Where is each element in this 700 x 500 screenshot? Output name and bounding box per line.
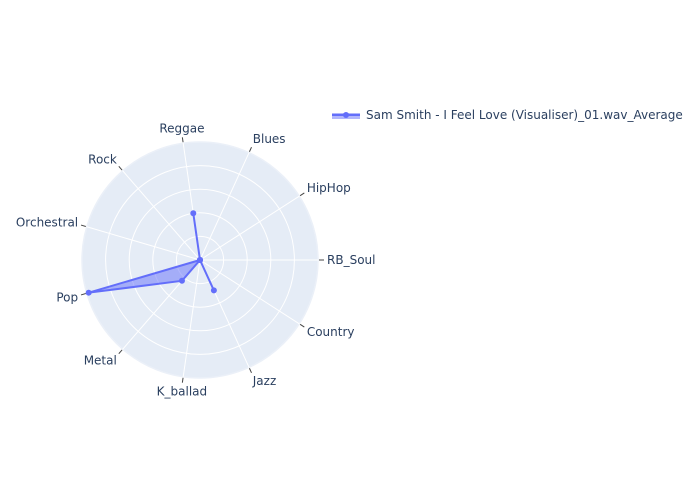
angular-tick-label: Reggae <box>159 121 204 135</box>
angular-tick-label: Country <box>307 325 355 339</box>
angular-tick-mark <box>181 137 184 143</box>
angular-tick-mark <box>248 146 252 152</box>
series-marker[interactable] <box>197 257 203 263</box>
angular-tick-label: Orchestral <box>16 216 78 230</box>
angular-tick-mark <box>181 377 184 383</box>
angular-tick-mark <box>80 224 86 227</box>
angular-tick-group: RB_Soul HipHop Blues Reggae Rock Orchestral Po… <box>16 121 376 398</box>
angular-gridline <box>199 195 300 261</box>
series-marker[interactable] <box>210 287 217 294</box>
angular-tick-label: Pop <box>56 290 78 304</box>
series-area <box>87 212 215 294</box>
legend-item-label[interactable]: Sam Smith - I Feel Love (Visualiser)_01.… <box>366 108 683 122</box>
angular-tick-mark <box>118 349 123 355</box>
angular-tick-label: HipHop <box>307 181 351 195</box>
angular-tick-mark <box>248 368 252 374</box>
angular-tick-label: Jazz <box>252 374 276 388</box>
angular-gridline <box>122 170 201 261</box>
legend-swatch-marker <box>343 112 349 118</box>
series-group <box>85 210 217 296</box>
polar-grid-group <box>81 141 319 379</box>
angular-tick-mark <box>118 165 123 171</box>
angular-gridline <box>182 259 201 377</box>
series-marker[interactable] <box>85 289 92 296</box>
angular-tick-label: K_ballad <box>157 385 207 399</box>
angular-tick-mark <box>299 323 305 328</box>
series-marker[interactable] <box>190 210 197 217</box>
angular-gridline <box>199 152 250 261</box>
legend[interactable]: Sam Smith - I Feel Love (Visualiser)_01.… <box>332 108 683 122</box>
angular-tick-mark <box>80 293 86 296</box>
angular-tick-label: RB_Soul <box>327 253 375 267</box>
angular-gridline <box>86 226 201 261</box>
angular-tick-label: Metal <box>84 354 117 368</box>
angular-tick-label: Rock <box>88 152 117 166</box>
angular-gridline <box>199 259 300 325</box>
angular-tick-label: Blues <box>253 132 286 146</box>
angular-tick-mark <box>299 192 305 197</box>
series-marker[interactable] <box>178 277 185 284</box>
